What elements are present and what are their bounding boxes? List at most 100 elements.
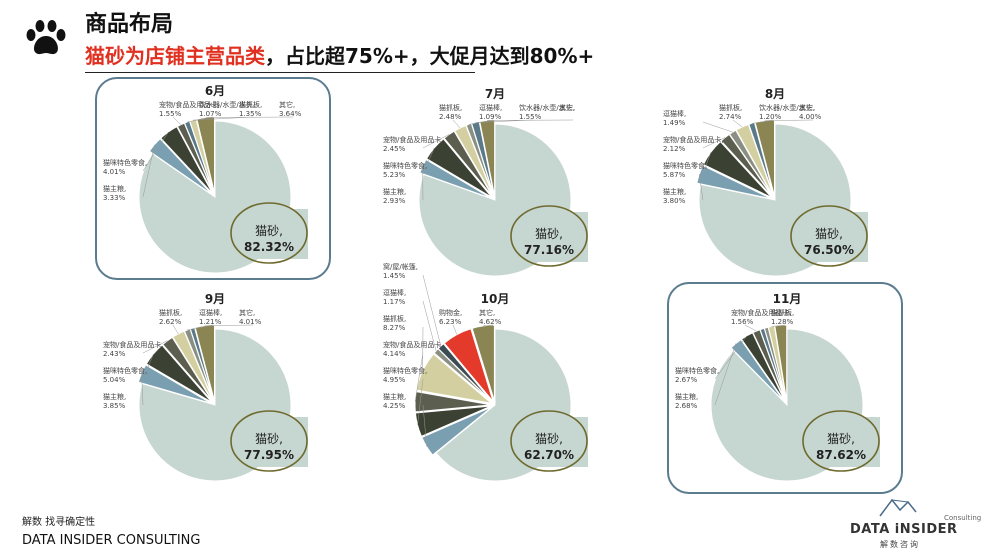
slice-label-逗猫棒: 逗猫棒,1.09%: [468, 103, 502, 125]
slice-label-其它: 其它,3.64%: [205, 100, 302, 118]
main-slice-label: 猫砂,: [827, 432, 855, 446]
main-label-box: [518, 212, 588, 262]
slice-label-value: 5.87%: [663, 171, 686, 179]
slice-label-猫主粮: 猫主粮,3.33%: [103, 144, 155, 202]
slice-label-猫主粮: 猫主粮,3.85%: [103, 373, 144, 410]
slice-label-name: 其它,: [279, 100, 295, 109]
pie-chart-6: 6月猫砂,82.32%猫主粮,3.33%猫咪特色零食,4.01%宠物/食品及用品…: [103, 84, 308, 274]
slice-label-name: 宠物/食品及用品卡,: [663, 135, 724, 144]
chart-title: 7月: [485, 87, 505, 101]
leader-line: [714, 335, 748, 380]
main-slice-value: 82.32%: [244, 240, 294, 254]
slice-label-猫咪特色零食: 猫咪特色零食,4.95%: [383, 366, 427, 425]
slice-label-其它: 其它,4.01%: [204, 308, 262, 326]
slice-label-猫主粮: 猫主粮,2.68%: [675, 343, 737, 410]
leader-line: [172, 116, 181, 125]
slice-label-name: 窝/屋/帐篷,: [383, 262, 418, 271]
slice-label-name: 饮水器/水壶/水头,: [519, 103, 575, 112]
slice-label-猫抓板: 猫抓板,8.27%: [383, 314, 424, 371]
slice-label-value: 2.12%: [663, 145, 686, 153]
slice-label-name: 其它,: [559, 103, 575, 112]
highlight-ellipse: [230, 202, 308, 264]
brand-name-cn: 解数咨询: [880, 540, 920, 549]
main-label-box: [238, 417, 308, 467]
highlight-ellipse: [510, 205, 588, 267]
slice-label-value: 4.01%: [103, 168, 126, 176]
slice-label-value: 1.35%: [239, 110, 262, 118]
main-slice-label: 猫砂,: [255, 224, 283, 238]
slice-label-name: 猫抓板,: [159, 308, 182, 317]
slice-label-name: 猫咪特色零食,: [383, 161, 427, 170]
chart-title: 9月: [205, 292, 225, 306]
slice-label-value: 2.62%: [159, 318, 182, 326]
pie-slice-其它: [754, 119, 775, 197]
leader-line: [172, 324, 179, 335]
main-slice-label: 猫砂,: [535, 432, 563, 446]
main-label-box: [518, 417, 588, 467]
pie-slice-猫抓板: [189, 118, 215, 194]
slice-label-value: 2.93%: [383, 197, 406, 205]
slice-label-猫咪特色零食: 猫咪特色零食,5.04%: [103, 353, 154, 384]
slice-label-value: 2.68%: [675, 402, 698, 410]
slice-label-value: 1.17%: [383, 298, 406, 306]
highlight-ellipse: [802, 410, 880, 472]
pie-slice-宠物-食品及用品卡: [162, 336, 214, 403]
main-slice-label: 猫砂,: [255, 432, 283, 446]
main-slice-value: 87.62%: [816, 448, 866, 462]
pie-slice-猫咪特色零食: [702, 140, 773, 199]
slice-label-value: 2.48%: [439, 113, 462, 121]
leader-line: [422, 404, 427, 447]
title-underline: [85, 72, 475, 73]
slice-label-其它: 其它,4.62%: [479, 308, 502, 327]
slice-label-value: 4.95%: [383, 376, 406, 384]
chart-title: 6月: [205, 84, 225, 98]
slice-label-name: 猫主粮,: [103, 392, 126, 401]
slice-label-value: 2.43%: [103, 350, 126, 358]
main-label-box: [810, 417, 880, 467]
leader-line: [204, 324, 254, 326]
leader-line: [452, 119, 461, 129]
main-slice-value: 77.16%: [524, 243, 574, 257]
slice-label-value: 3.64%: [279, 110, 302, 118]
page-title: 商品布局: [85, 12, 174, 37]
slice-label-name: 猫主粮,: [383, 187, 406, 196]
slice-label-宠物-食品及用品卡: 宠物/食品及用品卡,1.56%: [731, 308, 792, 332]
slice-label-value: 2.67%: [675, 376, 698, 384]
slice-label-value: 2.45%: [383, 145, 406, 153]
pie-chart-7: 7月猫砂,77.16%猫主粮,2.93%猫咪特色零食,5.23%宠物/食品及用品…: [383, 87, 588, 277]
slice-label-猫抓板: 猫抓板,2.62%: [159, 308, 182, 335]
slice-label-猫主粮: 猫主粮,4.25%: [383, 392, 427, 447]
slice-label-name: 宠物/食品及用品卡,: [103, 340, 164, 349]
slice-label-name: 购物金,: [439, 308, 462, 317]
subtitle-rest: ，占比超75%+，大促月达到80%+: [265, 44, 595, 68]
slice-label-value: 1.21%: [199, 318, 222, 326]
slice-label-name: 猫抓板,: [239, 100, 262, 109]
slice-label-value: 4.00%: [799, 113, 822, 121]
pie-slice-猫主粮: [696, 164, 772, 200]
pie-slice-其它: [471, 324, 495, 402]
slice-label-name: 饮水器/水壶/水头,: [759, 103, 815, 112]
slice-label-宠物-食品及用品卡: 宠物/食品及用品卡,1.55%: [159, 100, 220, 125]
slice-label-逗猫棒: 逗猫棒,1.21%: [187, 308, 222, 331]
slice-label-value: 5.23%: [383, 171, 406, 179]
pie-slice-饮水器-水壶-水头: [748, 122, 775, 197]
leader-line: [142, 353, 154, 380]
pie-chart-8: 8月猫砂,76.50%猫主粮,3.80%猫咪特色零食,5.87%宠物/食品及用品…: [663, 87, 868, 277]
leader-line: [141, 373, 144, 406]
slice-label-value: 8.27%: [383, 324, 406, 332]
slice-label-value: 1.49%: [663, 119, 686, 127]
slice-label-name: 逗猫棒,: [479, 103, 502, 112]
slice-label-value: 6.23%: [439, 318, 462, 326]
slice-label-name: 猫抓板,: [439, 103, 462, 112]
slice-label-value: 4.62%: [479, 318, 502, 326]
leader-line: [142, 131, 169, 172]
slice-label-name: 猫抓板,: [719, 103, 742, 112]
slice-label-name: 猫抓板,: [383, 314, 406, 323]
slice-label-value: 4.25%: [383, 402, 406, 410]
slice-label-宠物-食品及用品卡: 宠物/食品及用品卡,4.14%: [383, 340, 444, 402]
leader-line: [142, 144, 155, 198]
slice-label-value: 3.80%: [663, 197, 686, 205]
highlight-ellipse: [510, 410, 588, 472]
leader-line: [417, 378, 424, 425]
slice-label-name: 猫咪特色零食,: [675, 366, 719, 375]
